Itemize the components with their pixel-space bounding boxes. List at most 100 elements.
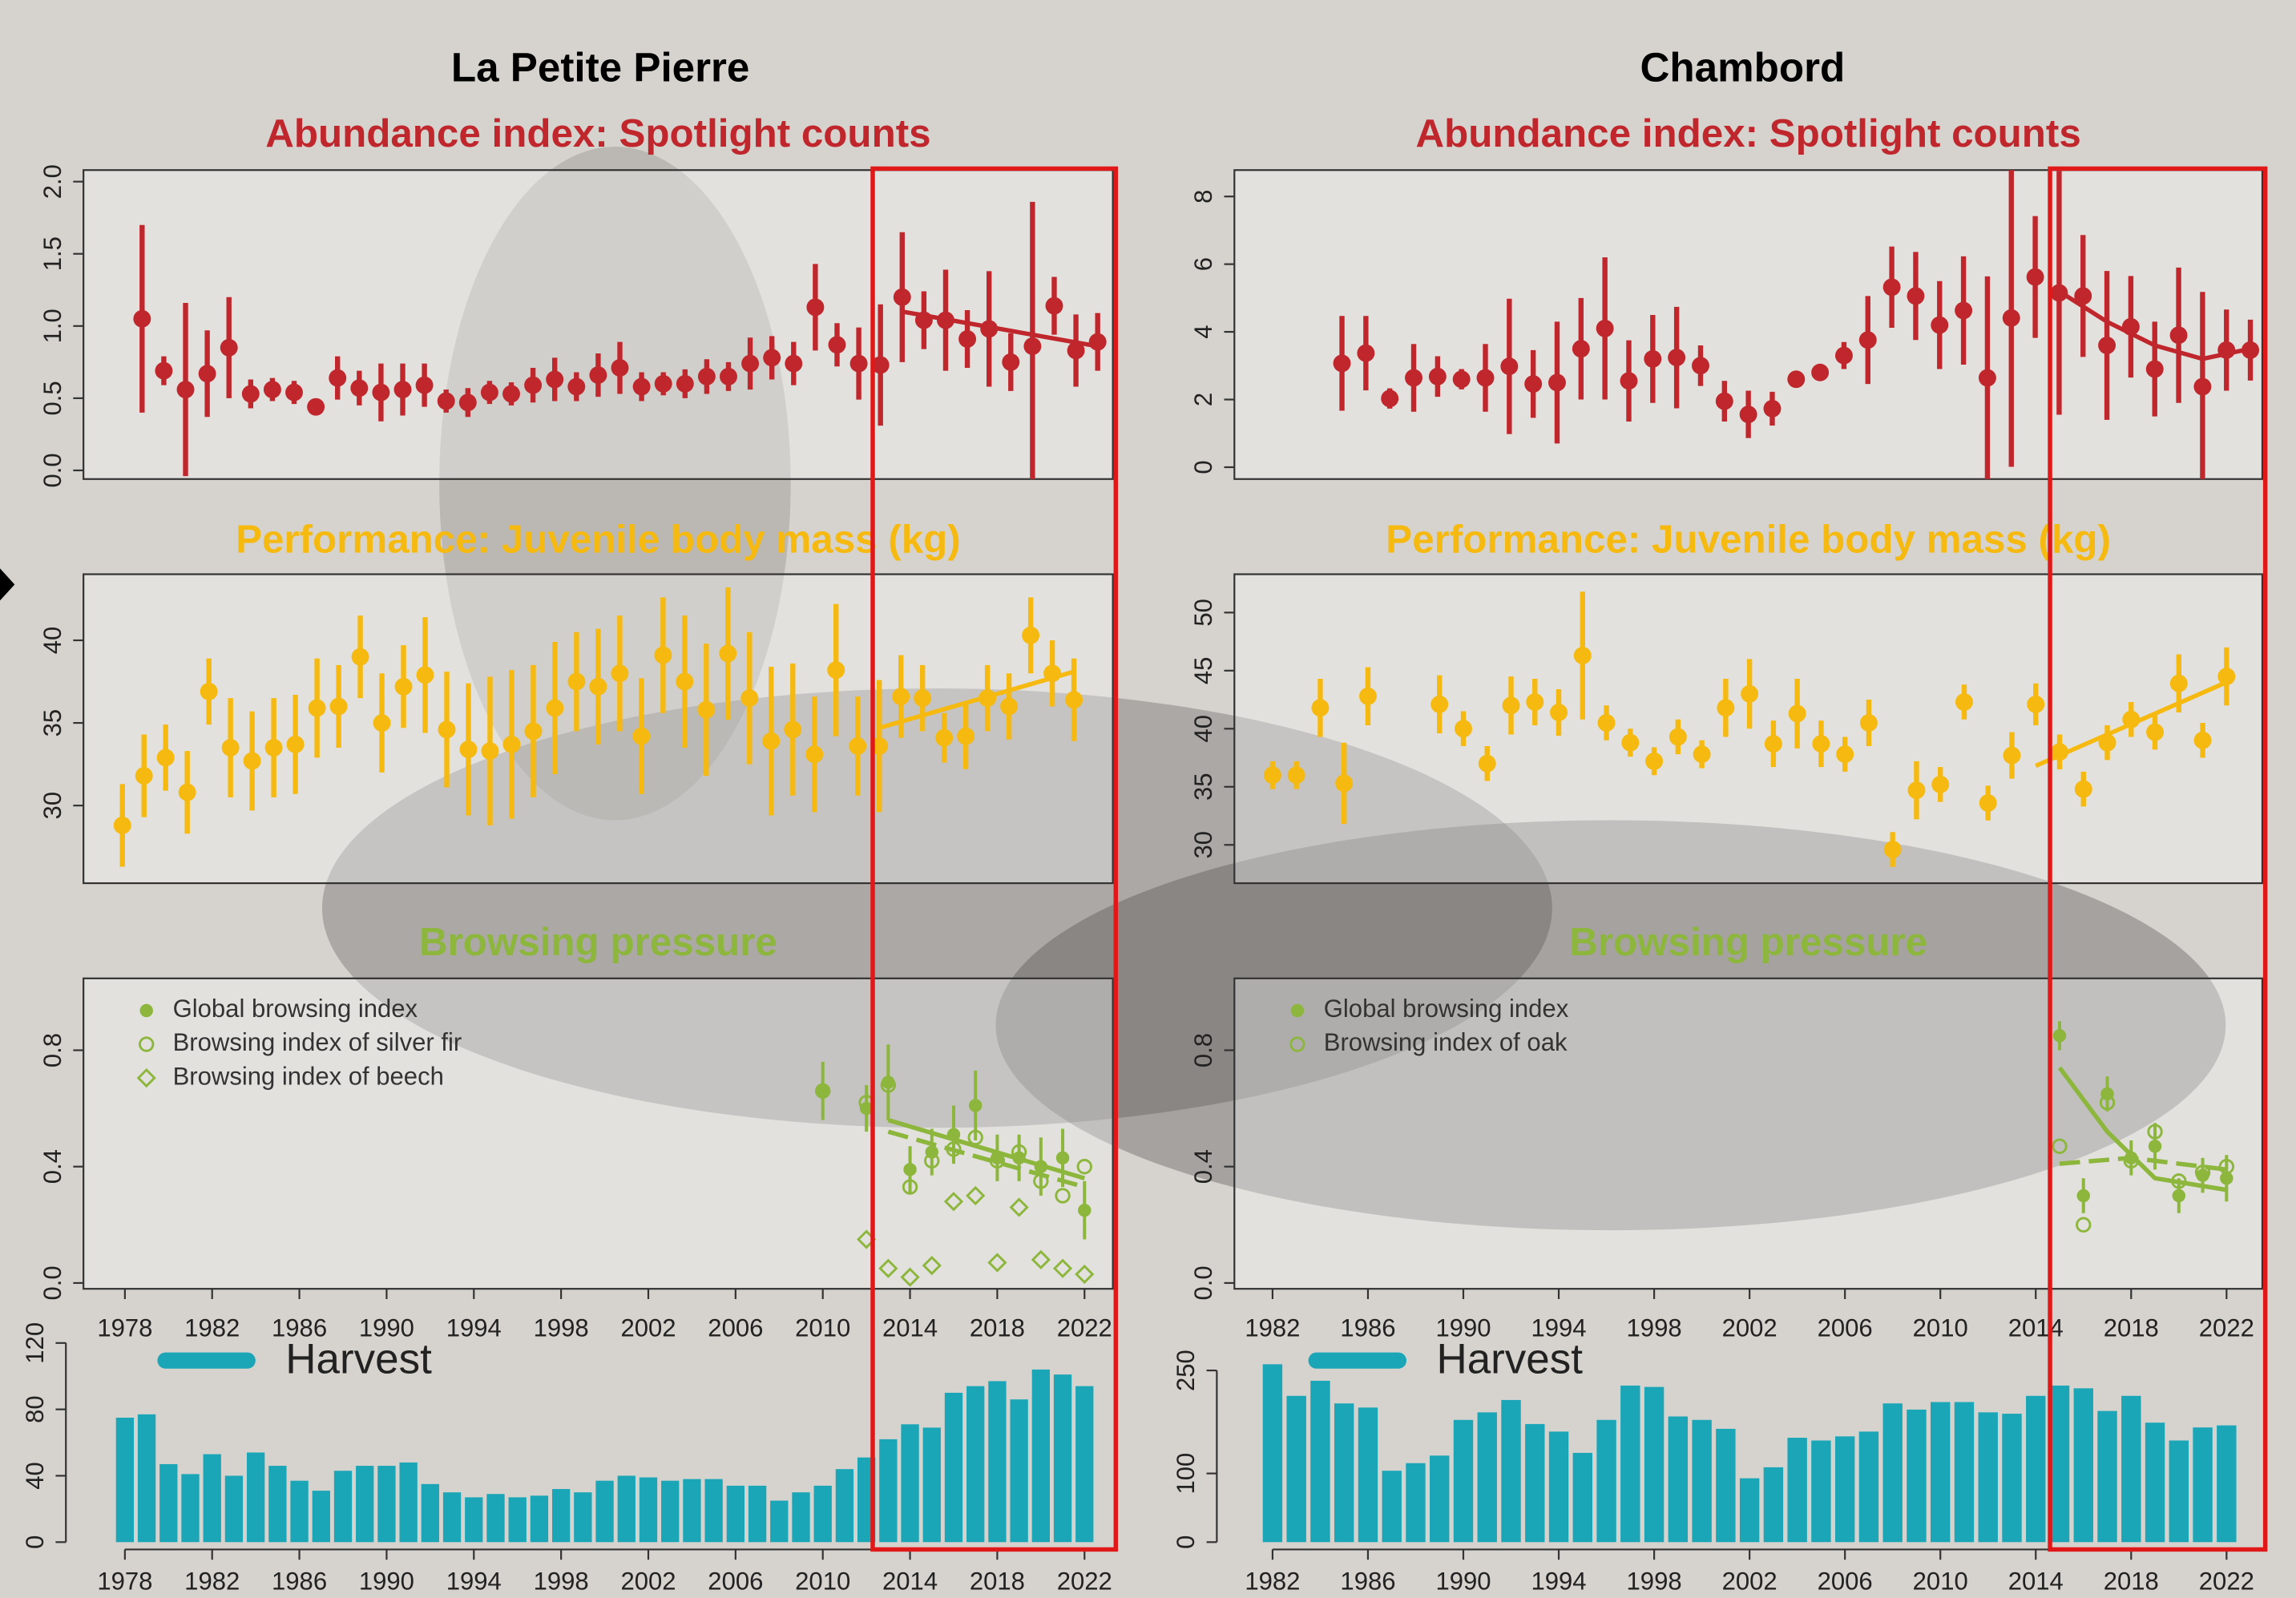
- bar: [508, 1497, 527, 1543]
- point: [880, 1077, 897, 1093]
- y-tick-label: 8: [1189, 190, 1217, 204]
- point: [546, 699, 564, 717]
- point: [805, 745, 824, 764]
- point: [1011, 1144, 1027, 1160]
- point: [437, 392, 455, 410]
- point: [676, 672, 694, 691]
- point: [849, 354, 868, 373]
- bar: [770, 1500, 789, 1543]
- point: [903, 1163, 917, 1176]
- x-tick-label: 2014: [2008, 1568, 2064, 1596]
- bar: [1954, 1402, 1975, 1543]
- point: [892, 688, 910, 706]
- point: [502, 735, 521, 753]
- bar: [1334, 1403, 1354, 1543]
- point: [1526, 692, 1544, 711]
- bar: [1031, 1369, 1050, 1543]
- y-tick-label: 0: [1189, 460, 1217, 474]
- point: [2193, 731, 2212, 749]
- legend-label: Browsing index of beech: [173, 1062, 444, 1090]
- y-tick-label: 30: [38, 792, 67, 820]
- bar: [268, 1466, 287, 1543]
- point: [2147, 1124, 2163, 1140]
- bar: [1430, 1455, 1450, 1543]
- trend-line: [2035, 680, 2228, 769]
- point: [1763, 399, 1782, 418]
- x-tick-label: 1998: [534, 1568, 589, 1596]
- point: [784, 720, 802, 739]
- point: [524, 376, 543, 394]
- bar: [792, 1492, 810, 1543]
- bar: [246, 1452, 265, 1543]
- x-tick-label: 1986: [272, 1568, 327, 1596]
- point: [1548, 373, 1566, 392]
- bar: [224, 1475, 244, 1543]
- x-tick-label: 2014: [882, 1314, 938, 1342]
- bar: [1382, 1471, 1402, 1543]
- point: [1812, 735, 1830, 753]
- point: [785, 354, 803, 373]
- point: [2076, 1188, 2090, 1203]
- bar: [115, 1417, 135, 1543]
- bar: [1858, 1431, 1879, 1543]
- point: [1668, 349, 1686, 367]
- point: [1335, 774, 1354, 793]
- point: [902, 1179, 918, 1195]
- bar: [333, 1471, 353, 1543]
- bar: [159, 1463, 178, 1543]
- x-tick-label: 1998: [1627, 1568, 1682, 1596]
- bar: [1053, 1374, 1072, 1543]
- bar: [1692, 1419, 1712, 1543]
- point: [1075, 1264, 1095, 1285]
- point: [1455, 720, 1472, 738]
- y-tick-label: 0.0: [38, 1265, 67, 1300]
- point: [1502, 696, 1520, 715]
- point: [155, 361, 173, 380]
- x-tick-label: 1998: [1627, 1314, 1682, 1342]
- point: [1811, 363, 1830, 381]
- point: [459, 740, 478, 759]
- point: [567, 672, 586, 691]
- point: [200, 682, 218, 700]
- highlight-box: [2048, 166, 2268, 1552]
- y-tick-label: 100: [1172, 1453, 1200, 1495]
- point: [2171, 1173, 2187, 1189]
- legend-label: Global browsing index: [1324, 995, 1569, 1023]
- point: [806, 298, 825, 317]
- point: [763, 349, 781, 367]
- point: [1621, 733, 1640, 752]
- legend-marker: [1289, 1036, 1305, 1052]
- point: [1055, 1151, 1070, 1165]
- plot-area: [815, 1044, 1095, 1287]
- bar: [1882, 1403, 1903, 1543]
- x-tick-label: 1998: [534, 1314, 589, 1342]
- y-tick-label: 0: [1172, 1535, 1200, 1549]
- x-tick-label: 2014: [2008, 1314, 2064, 1342]
- bar: [421, 1483, 440, 1543]
- legend-label: Harvest: [1436, 1336, 1583, 1383]
- bar: [1010, 1399, 1028, 1543]
- silhouette: [439, 146, 791, 821]
- point: [849, 736, 867, 755]
- y-tick-label: 2: [1189, 393, 1217, 406]
- point: [502, 385, 520, 403]
- point: [1088, 333, 1107, 351]
- point: [740, 689, 759, 708]
- point: [1311, 699, 1330, 717]
- point: [373, 714, 391, 732]
- bar: [1907, 1409, 1927, 1543]
- y-tick-label: 2.0: [38, 164, 67, 199]
- bar: [1406, 1463, 1426, 1543]
- bar: [1262, 1364, 1283, 1543]
- point: [878, 1258, 898, 1278]
- point: [241, 385, 260, 403]
- bar: [399, 1462, 418, 1543]
- x-tick-label: 1994: [1531, 1314, 1587, 1342]
- x-tick-label: 1982: [1245, 1314, 1300, 1342]
- point: [720, 367, 737, 385]
- x-tick-label: 1986: [1340, 1314, 1395, 1342]
- bar: [1931, 1402, 1951, 1543]
- x-tick-label: 1990: [1435, 1568, 1491, 1596]
- bar: [835, 1469, 854, 1543]
- point: [1067, 341, 1085, 360]
